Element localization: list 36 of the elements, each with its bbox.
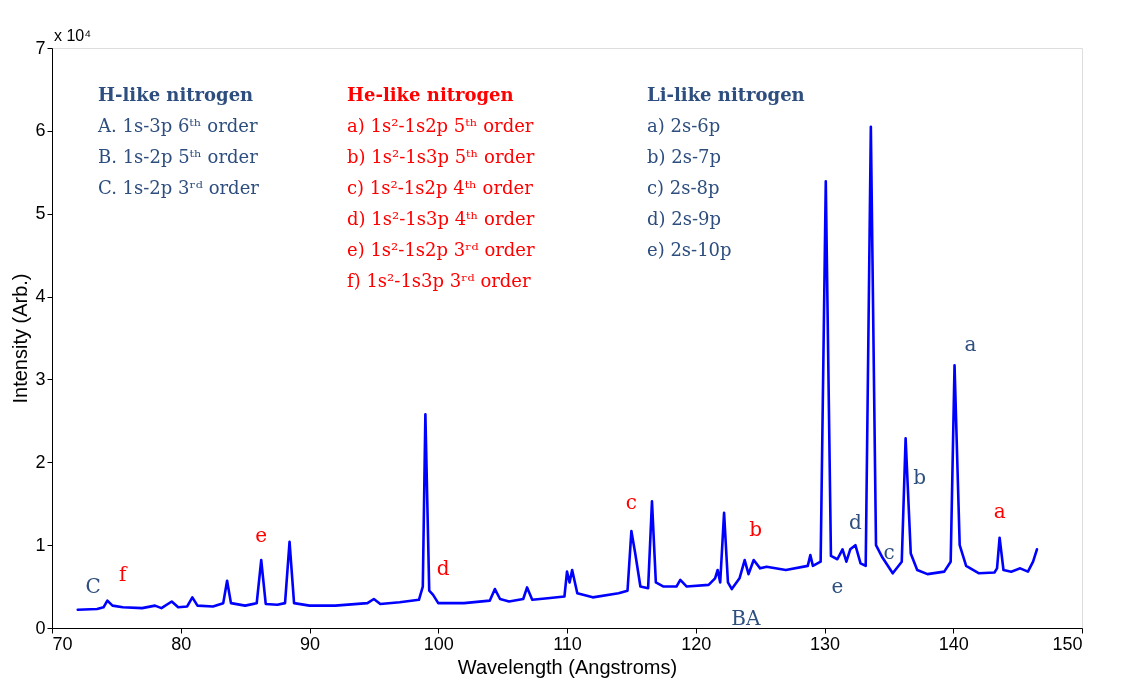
text: x 10⁴ <box>54 27 92 44</box>
y-tick-label: 6 <box>35 120 46 141</box>
annotation: e <box>255 523 268 548</box>
annotation: d <box>436 555 450 580</box>
annotation: H-like nitrogen A. 1s-3p 6ᵗʰ order B. 1s-2p 5ᵗʰ order C. 1s-2p 3ʳᵈ order <box>97 84 260 198</box>
x-tick-label: 100 <box>423 633 454 654</box>
y-tick-label: 5 <box>35 203 46 224</box>
annotation: BA <box>731 606 761 631</box>
y-tick-label: 2 <box>35 451 46 472</box>
x-axis-title: Wavelength (Angstroms) <box>457 655 678 678</box>
annotation: a <box>964 332 977 357</box>
y-tick-label: 1 <box>35 534 46 555</box>
annotation: f <box>119 562 129 587</box>
y-axis-title: Intensity (Arb.) <box>9 273 32 404</box>
x-tick-label: 130 <box>809 633 841 654</box>
x-tick-label: 120 <box>681 633 712 654</box>
y-tick-label: 3 <box>35 368 46 389</box>
x-tick-label: 70 <box>52 633 73 654</box>
annotation: C <box>85 573 101 598</box>
x-tick-label: 80 <box>171 633 192 654</box>
annotation: b <box>749 517 763 542</box>
annotation: a <box>993 498 1006 523</box>
x-tick-label: 110 <box>553 633 582 654</box>
x-tick-label: 90 <box>299 633 321 654</box>
x-tick-label: 140 <box>938 633 969 654</box>
annotation: Li-like nitrogen a) 2s-6p b) 2s-7p c) 2s-8p d) 2s-9p e) 2s-10p <box>647 84 805 260</box>
y-tick-label: 0 <box>35 617 46 638</box>
annotation: e <box>831 574 844 599</box>
annotation: c <box>883 540 895 565</box>
y-tick-label: 4 <box>35 286 46 307</box>
x-tick-label: 150 <box>1052 633 1083 654</box>
annotation: b <box>913 465 927 490</box>
annotation: d <box>848 510 862 535</box>
y-tick-label: 7 <box>35 37 46 58</box>
annotation: c <box>625 490 637 515</box>
annotation: He-like nitrogen a) 1s²-1s2p 5ᵗʰ order b) 1s²-1s3p 5ᵗʰ order c) 1s²-1s2p 4ᵗʰ order d) 1s²-1s3p 4ᵗʰ order e) 1s²-1s2p 3ʳᵈ order f) 1s²-1s3p 3ʳᵈ order <box>347 84 536 291</box>
